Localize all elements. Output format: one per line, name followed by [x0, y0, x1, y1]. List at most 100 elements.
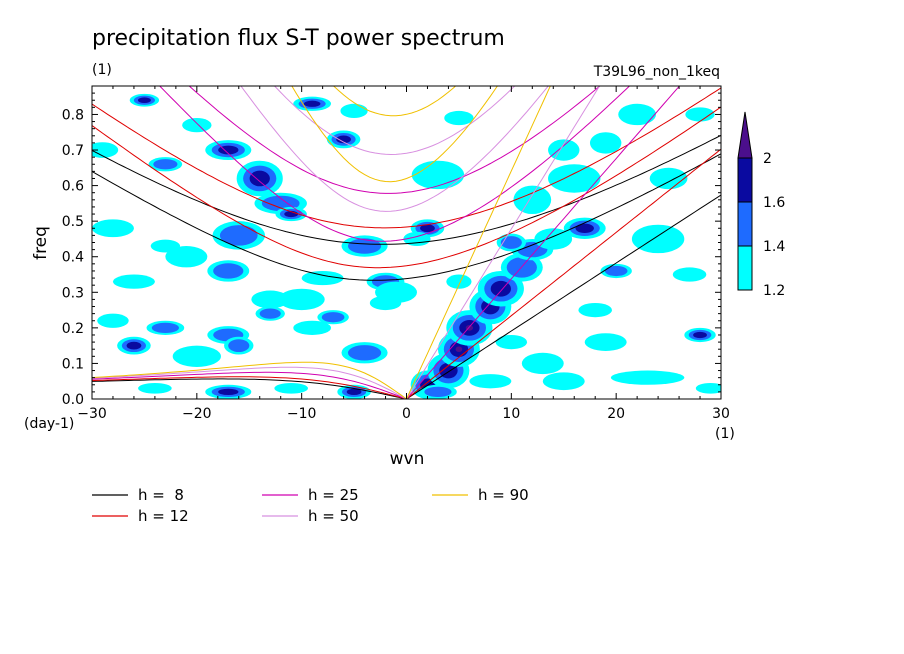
power-blob: [542, 372, 585, 391]
power-blob: [618, 103, 657, 126]
power-blob: [578, 302, 612, 318]
contour-level-1: [672, 267, 707, 282]
contour-level-3: [346, 388, 362, 396]
ig-wave-n1-h25: [159, 86, 631, 242]
x-tick-label: −20: [182, 406, 212, 422]
power-blob: [148, 157, 183, 172]
power-blob: [563, 217, 606, 239]
power-blob: [326, 130, 361, 149]
power-blob: [207, 260, 250, 282]
power-blob: [236, 160, 283, 197]
power-blob: [631, 224, 685, 254]
ig-wave-n2-h25: [188, 86, 601, 194]
x-axis: −30 −20 −10 0 10 20 30: [77, 86, 730, 422]
contour-level-1: [534, 228, 573, 250]
legend-label: h = 12: [138, 507, 189, 525]
contour-level-1: [293, 320, 332, 335]
contour-level-1: [446, 274, 472, 289]
rossby-wave-h90: [92, 361, 407, 399]
contour-level-1: [649, 167, 688, 190]
y-tick-label: 0.7: [62, 143, 84, 159]
contour-level-1: [521, 352, 564, 375]
y-tick-label: 0.4: [62, 250, 84, 266]
legend: h = 8 h = 12 h = 25 h = 50 h = 90: [92, 486, 529, 525]
contour-level-1: [548, 164, 601, 193]
kelvin-wave-h8: [406, 194, 721, 399]
power-blob: [685, 107, 715, 122]
contour-level-1: [610, 370, 685, 385]
ig-wave-n1-h90: [291, 86, 498, 183]
ig-wave-n2-h50: [273, 86, 516, 156]
colorbar-label: 1.4: [763, 239, 785, 255]
power-blob: [205, 140, 252, 160]
contour-level-3: [249, 170, 270, 187]
power-blob: [521, 352, 564, 375]
y-tick-label: 0.3: [62, 285, 84, 301]
contour-level-4: [455, 346, 463, 353]
contour-level-1: [97, 313, 129, 328]
contour-level-3: [303, 100, 321, 107]
y-tick-label: 0.6: [62, 179, 84, 195]
legend-item: h = 8: [92, 486, 184, 504]
contour-level-1: [542, 372, 585, 391]
y-tick-label: 0.5: [62, 214, 84, 230]
rossby-wave-h8: [92, 378, 407, 399]
x-unit-label: (1): [715, 426, 735, 442]
contour-level-2: [604, 265, 628, 277]
y-tick-label: 0.2: [62, 321, 84, 337]
contour-level-3: [218, 145, 239, 155]
colorbar-label: 2: [763, 151, 772, 167]
power-blob: [684, 327, 716, 343]
power-blob: [278, 288, 325, 311]
power-blob: [341, 235, 388, 257]
ig-wave-n1-h12: [92, 106, 721, 269]
x-tick-label: −30: [77, 406, 107, 422]
rossby-wave-h12: [92, 376, 407, 399]
ig-wave-n1-h50: [240, 86, 549, 212]
contour-level-1: [469, 374, 512, 389]
power-blob: [419, 384, 457, 399]
title-unit: (1): [92, 62, 112, 78]
contour-level-1: [278, 288, 325, 311]
power-blob: [649, 167, 688, 190]
power-blob: [117, 336, 151, 355]
power-blob: [274, 382, 308, 394]
power-blob: [341, 342, 388, 364]
x-axis-label: wvn: [390, 449, 425, 469]
power-blob: [172, 345, 221, 367]
colorbar-segment: [737, 245, 753, 291]
power-blob: [695, 382, 721, 394]
contour-level-1: [340, 103, 368, 119]
power-blob: [138, 382, 172, 394]
power-blob: [129, 93, 160, 107]
rossby-wave-h50: [92, 366, 407, 399]
legend-label: h = 8: [138, 486, 184, 504]
colorbar-extension: [737, 111, 753, 159]
contour-level-2: [219, 225, 258, 246]
power-blob: [600, 263, 632, 279]
power-blob: [251, 290, 290, 309]
power-blob: [672, 267, 707, 282]
legend-label: h = 50: [308, 507, 359, 525]
contour-level-1: [513, 185, 552, 215]
y-unit-label: (day-1): [24, 416, 74, 432]
power-blob: [469, 374, 512, 389]
power-blob: [411, 160, 465, 190]
contour-level-3: [126, 341, 142, 350]
contour-level-1: [165, 246, 208, 268]
contour-level-1: [274, 382, 308, 394]
contour-level-1: [589, 132, 622, 154]
power-blob: [255, 306, 285, 321]
power-blob: [92, 219, 134, 238]
contour-level-3: [137, 97, 151, 104]
contour-level-1: [618, 103, 657, 126]
x-tick-label: 20: [607, 406, 625, 422]
ig-wave-n2-h8: [92, 134, 721, 245]
contour-level-2: [500, 236, 522, 249]
contour-level-1: [369, 295, 402, 311]
contour-level-1: [495, 334, 528, 350]
contour-level-3: [420, 224, 435, 233]
power-blob: [496, 233, 527, 252]
power-blob: [444, 110, 474, 126]
